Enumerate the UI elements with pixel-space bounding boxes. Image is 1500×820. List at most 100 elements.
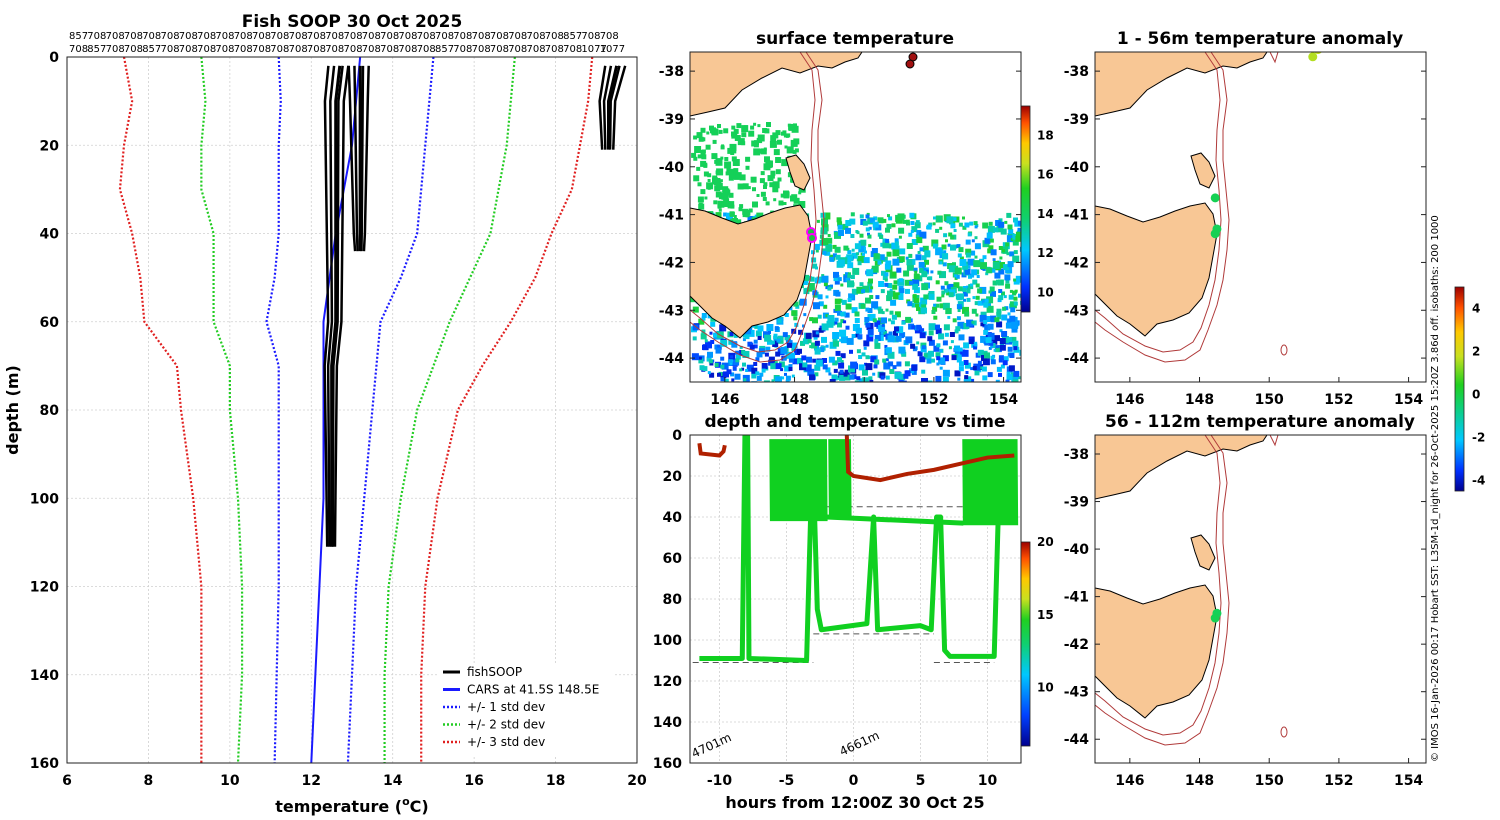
sst-pixel (969, 221, 974, 226)
sst-pixel (714, 178, 721, 184)
sst-pixel (882, 238, 887, 243)
anom-xtick-label: 148 (1185, 773, 1214, 789)
sst-pixel (723, 378, 729, 382)
sst-pixel (718, 208, 722, 212)
sst-pixel (733, 359, 740, 366)
sst-pixel (733, 215, 737, 218)
sst-pixel (1015, 235, 1021, 242)
sst-pixel (692, 306, 699, 313)
sst-pixel (820, 212, 826, 218)
sst-pixel (883, 362, 891, 370)
sst-pixel (979, 314, 987, 322)
dt-colorbar-label: 15 (1037, 608, 1054, 622)
sst-pixel (896, 361, 902, 367)
sst-pixel (869, 379, 874, 382)
anom1-tick-labels: 146 148 150 152 154 -38 -39 -40 -41 -42 -43 -44 (1064, 64, 1426, 408)
sst-pixel (1009, 289, 1013, 293)
sst-colorbar (1020, 105, 1031, 313)
sst-pixel (802, 280, 808, 285)
sst-pixel (888, 216, 893, 221)
dt-xtick-label: 5 (916, 773, 926, 789)
sst-pixel (957, 286, 963, 292)
sst-pixel (708, 359, 713, 364)
sst-pixel (788, 364, 793, 369)
sst-pixel (995, 348, 1000, 353)
sst-pixel (701, 316, 706, 321)
sst-pixel (751, 373, 757, 379)
sst-pixel (941, 290, 946, 295)
sst-pixel (874, 342, 881, 349)
sst-pixel (855, 327, 862, 334)
sst-pixel (821, 238, 829, 245)
sst-pixel (1003, 295, 1007, 299)
sst-pixel (986, 267, 993, 274)
sst-pixel (1006, 212, 1012, 218)
sst-pixel (850, 361, 858, 369)
dt-ytick-label: 80 (663, 592, 683, 608)
anomaly-point (1210, 229, 1220, 239)
sst-pixel (1013, 346, 1018, 351)
sst-pixel (993, 348, 997, 352)
profile-fishsoop-trace (360, 65, 365, 252)
sst-pixel (1008, 294, 1014, 300)
sst-pixel (884, 278, 888, 282)
sst-pixel (939, 366, 943, 370)
sst-pixel (857, 255, 865, 263)
sst-pixel (908, 253, 913, 258)
sst-pixel (733, 168, 739, 174)
sst-pixel (935, 216, 942, 222)
sst-pixel (721, 202, 726, 207)
sst-pixel (840, 312, 845, 317)
anom1-frame (1094, 51, 1427, 383)
sst-pixel (721, 362, 729, 370)
sst-pixel (821, 323, 829, 331)
sst-pixel (954, 345, 960, 352)
dt-ytick-label: 120 (653, 674, 682, 690)
sst-pixel (748, 208, 753, 213)
sst-pixel (705, 144, 711, 150)
sst-pixel (1007, 337, 1013, 343)
sst-pixel (990, 249, 997, 256)
sst-pixel (957, 309, 961, 312)
sst-pixel (958, 366, 964, 372)
sst-pixel (831, 374, 838, 381)
sst-pixel (747, 216, 754, 222)
sst-pixel (826, 237, 833, 244)
profile-ytick-label: 100 (30, 491, 59, 507)
sst-pixel (892, 258, 900, 266)
sst-pixel (965, 239, 971, 245)
sst-pixel (859, 214, 864, 219)
sst-pixel (889, 369, 895, 374)
sst-pixel (747, 341, 753, 347)
sst-pixel (928, 276, 933, 281)
sst-pixel (719, 179, 723, 183)
sst-pixel (783, 133, 788, 138)
sst-pixel (851, 334, 856, 338)
profile-top-label: 708 (600, 31, 619, 42)
anom1-points (1210, 52, 1322, 239)
sst-pixel (973, 221, 978, 226)
sst-pixel (840, 360, 844, 363)
sst-pixel (864, 381, 872, 382)
sst-pixel (917, 351, 923, 357)
sst-pixel (906, 370, 911, 375)
sst-pixel (739, 368, 743, 372)
sst-pixel (921, 255, 927, 261)
sst-colorbar-label: 12 (1037, 246, 1054, 260)
sst-pixel (906, 243, 913, 249)
sst-pixel (924, 251, 931, 258)
sst-pixel (768, 356, 775, 363)
profile-top-label: 708 (362, 44, 381, 55)
profile-series-line (420, 57, 594, 763)
sst-pixel (972, 279, 978, 285)
sst-pixel (691, 152, 697, 158)
sst-pixel (752, 187, 756, 192)
sst-pixel (711, 128, 717, 134)
sst-pixel (992, 262, 1000, 269)
sst-pixel (912, 279, 920, 286)
sst-pixel (837, 259, 845, 267)
sst-pixel (943, 233, 948, 238)
sst-pixel (906, 221, 910, 226)
sst-pixel (921, 307, 927, 314)
sst-pixel (756, 375, 762, 381)
